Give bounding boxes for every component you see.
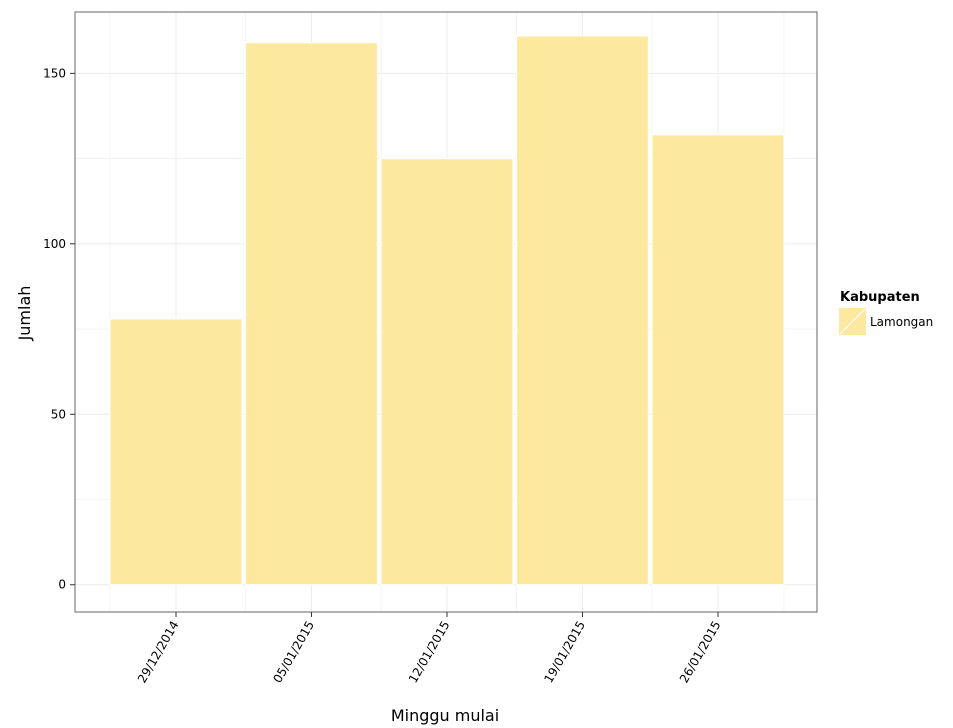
x-tick-label: 29/12/2014 bbox=[135, 619, 182, 686]
bar-5 bbox=[651, 134, 785, 586]
y-tick-label: 50 bbox=[51, 407, 66, 421]
x-tick-label: 12/01/2015 bbox=[406, 619, 453, 686]
bar-4 bbox=[515, 35, 650, 586]
x-tick-label: 05/01/2015 bbox=[270, 619, 317, 686]
legend-title: Kabupaten bbox=[840, 290, 920, 305]
y-axis: 0 50 100 150 bbox=[43, 66, 75, 592]
legend-label-lamongan: Lamongan bbox=[870, 315, 933, 329]
y-tick-label: 100 bbox=[43, 237, 66, 251]
y-axis-title: Jumlah bbox=[15, 286, 34, 342]
x-tick-label: 26/01/2015 bbox=[677, 619, 724, 686]
bar-3 bbox=[380, 157, 514, 586]
bar-1 bbox=[109, 318, 243, 586]
y-tick-label: 0 bbox=[58, 578, 66, 592]
x-axis-title: Minggu mulai bbox=[391, 706, 499, 725]
y-tick-label: 150 bbox=[43, 66, 66, 80]
bar-2 bbox=[244, 42, 379, 586]
plot-panel-border bbox=[74, 11, 818, 613]
legend: Kabupaten Lamongan bbox=[839, 290, 933, 335]
x-axis: 29/12/2014 05/01/2015 12/01/2015 19/01/2015… bbox=[135, 612, 724, 685]
legend-key-slash bbox=[839, 308, 866, 335]
bars bbox=[109, 35, 785, 586]
x-tick-label: 19/01/2015 bbox=[541, 619, 588, 686]
